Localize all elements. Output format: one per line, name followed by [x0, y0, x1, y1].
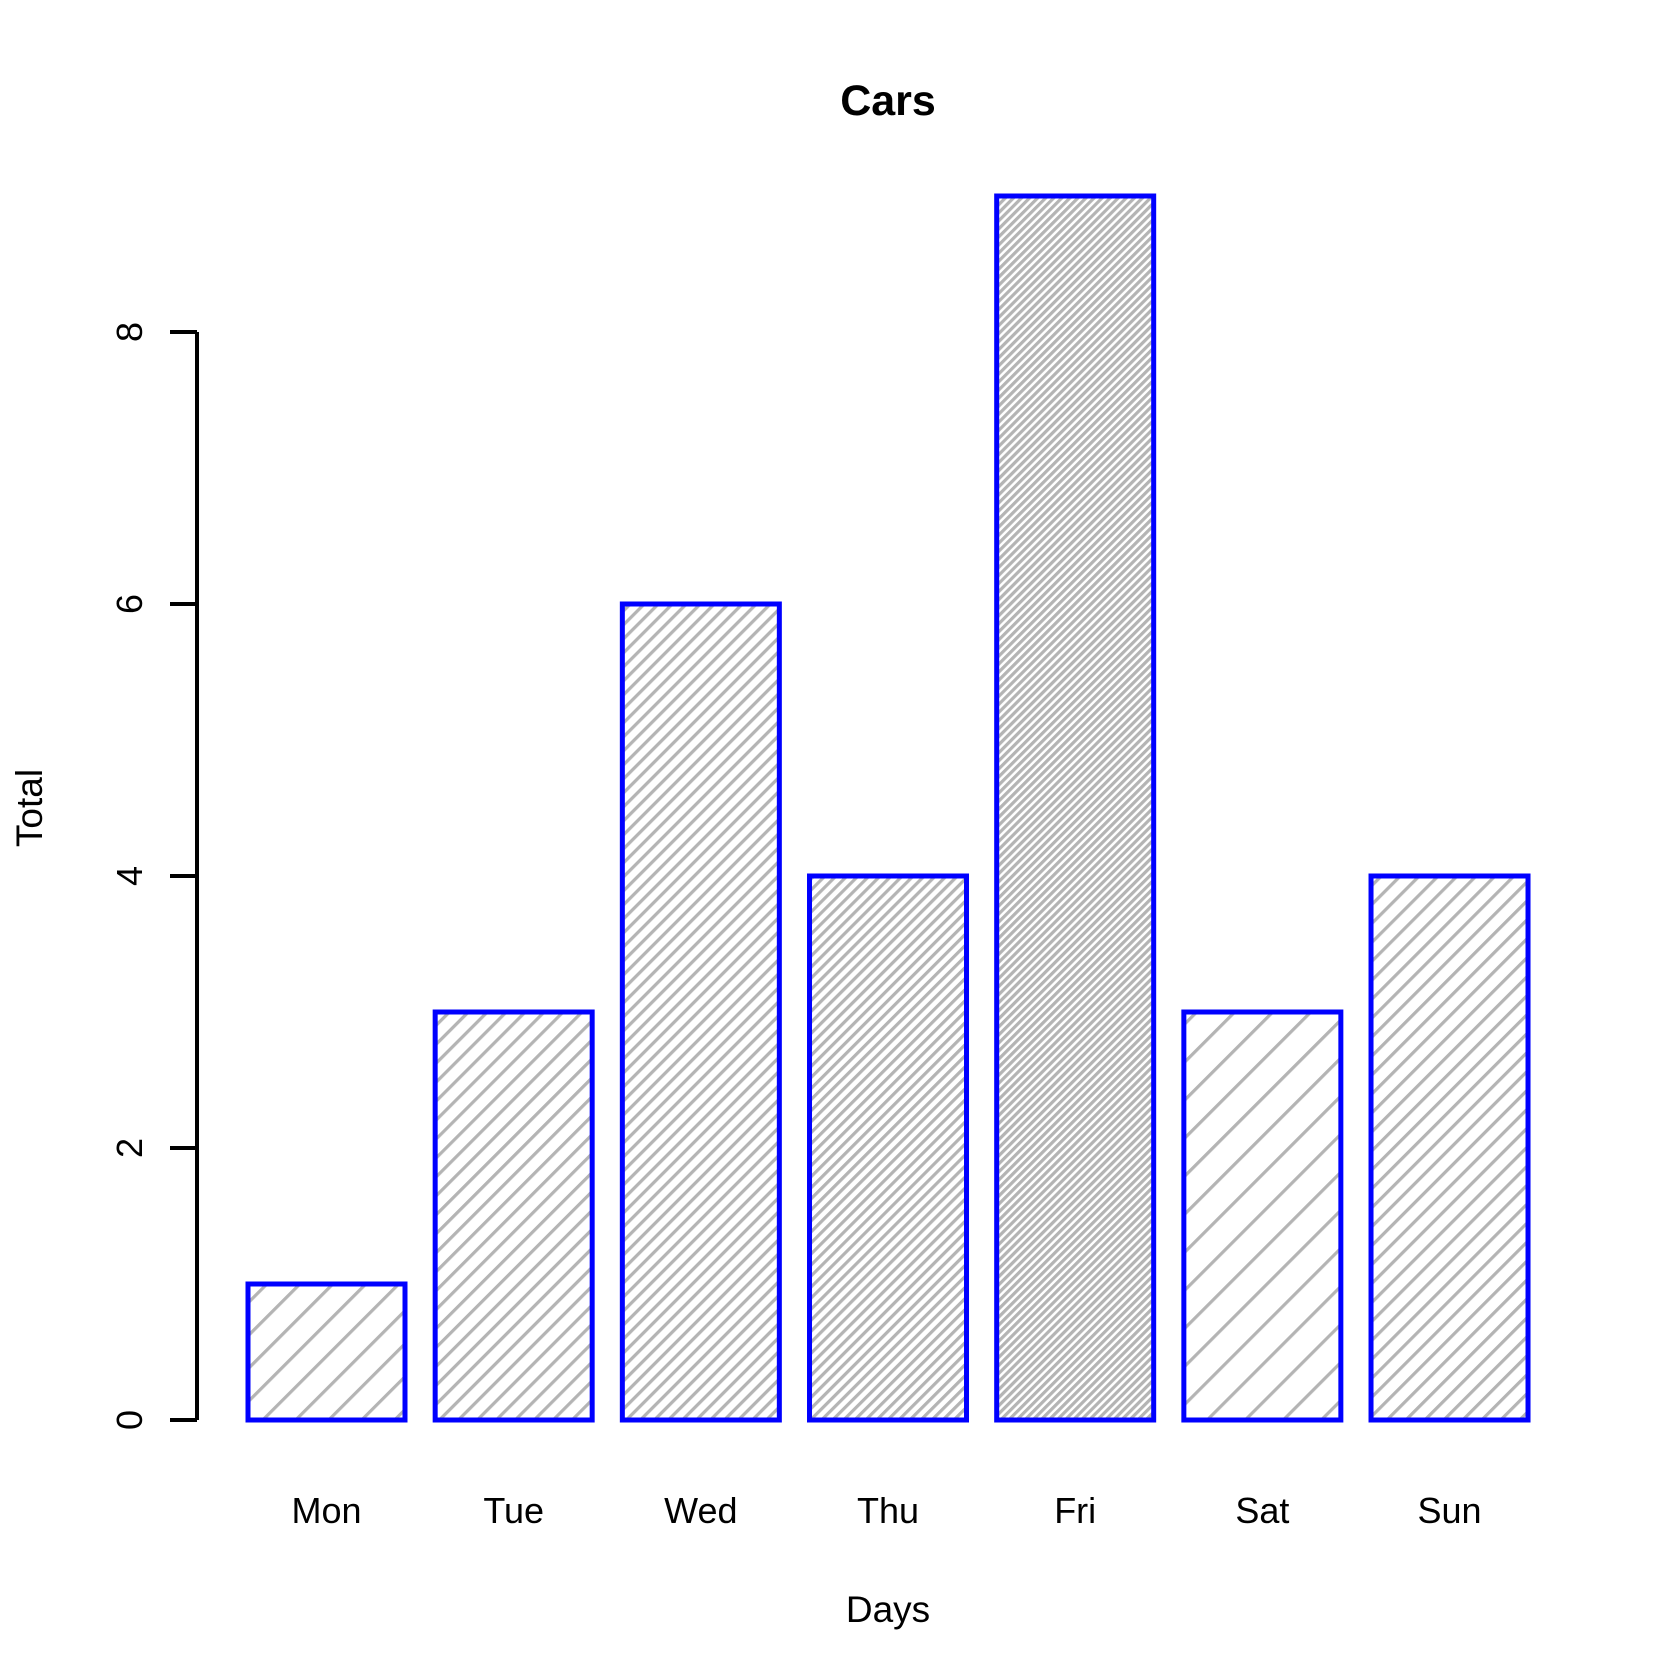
x-category-label-sat: Sat: [1235, 1490, 1289, 1531]
y-tick-label-6: 6: [109, 594, 150, 614]
bar-sun: [1368, 873, 1531, 1423]
x-category-label-fri: Fri: [1054, 1490, 1096, 1531]
y-tick-label-0: 0: [109, 1410, 150, 1430]
x-category-label-thu: Thu: [857, 1490, 919, 1531]
bars-group: [245, 193, 1531, 1423]
x-axis-label: Days: [846, 1589, 930, 1630]
y-axis: 0 2 4 6 8: [109, 322, 199, 1430]
bar-mon: [245, 1281, 408, 1423]
bar-sat: [1181, 1009, 1344, 1423]
bar-thu: [807, 873, 970, 1423]
x-category-label-sun: Sun: [1417, 1490, 1481, 1531]
y-tick-label-4: 4: [109, 866, 150, 886]
x-category-label-wed: Wed: [664, 1490, 737, 1531]
bar-tue: [432, 1009, 595, 1423]
x-category-label-tue: Tue: [483, 1490, 544, 1531]
bar-wed: [619, 601, 782, 1423]
y-tick-label-2: 2: [109, 1138, 150, 1158]
bar-fri: [994, 193, 1157, 1423]
y-tick-label-8: 8: [109, 322, 150, 342]
x-category-label-mon: Mon: [291, 1490, 361, 1531]
y-axis-label: Total: [9, 769, 50, 847]
chart-title: Cars: [840, 77, 936, 125]
x-axis-category-labels: Mon Tue Wed Thu Fri Sat Sun: [291, 1490, 1481, 1531]
